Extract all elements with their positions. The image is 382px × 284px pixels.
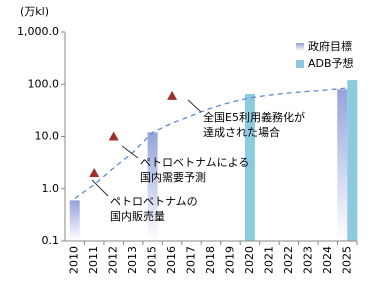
annotation: ペトロベトナムの [110, 195, 198, 208]
annotation-pointer [187, 99, 202, 113]
annotation: 全国E5利用義務化が [203, 110, 305, 124]
y-tick-label: 100.0 [28, 77, 60, 90]
bar [337, 89, 348, 242]
bar [347, 80, 358, 241]
triangle-marker [108, 131, 119, 141]
annotation: 達成された場合 [203, 125, 280, 139]
trend-line [74, 87, 348, 200]
x-tick-label: 2020 [243, 246, 256, 274]
x-tick-label: 2017 [185, 246, 198, 274]
triangle-marker [167, 90, 178, 100]
legend-label: 政府目標 [308, 39, 352, 53]
y-tick-label: 1.0 [42, 182, 60, 195]
annotation: ペトロベトナムによる [140, 156, 249, 169]
legend-swatch [296, 43, 304, 51]
x-tick-label: 2024 [321, 246, 334, 274]
annotation: 国内需要予測 [140, 170, 206, 184]
bar [244, 94, 255, 242]
x-tick-label: 2018 [204, 246, 217, 274]
x-tick-label: 2019 [223, 246, 236, 274]
y-tick-label: 1,000.0 [17, 25, 59, 38]
y-tick-label: 10.0 [35, 130, 60, 143]
x-tick-label: 2021 [262, 246, 275, 274]
y-tick-label: 0.1 [42, 234, 60, 247]
x-tick-label: 2023 [301, 246, 314, 274]
legend-swatch [296, 60, 304, 68]
x-tick-label: 2013 [126, 246, 139, 274]
x-tick-label: 2015 [146, 246, 159, 274]
annotation: 国内販売量 [110, 209, 165, 223]
x-tick-label: 2011 [87, 246, 100, 274]
x-tick-label: 2025 [340, 246, 353, 274]
x-tick-label: 2022 [282, 246, 295, 274]
annotation-pointer [91, 179, 109, 197]
x-tick-label: 2010 [68, 246, 81, 274]
x-tick-label: 2016 [165, 246, 178, 274]
bar [69, 200, 80, 241]
unit-label: (万kl) [20, 5, 49, 18]
annotation-pointer [121, 145, 139, 159]
legend-label: ADB予想 [308, 56, 354, 70]
x-tick-label: 2012 [107, 246, 120, 274]
triangle-marker [89, 168, 100, 178]
bar [147, 132, 158, 241]
